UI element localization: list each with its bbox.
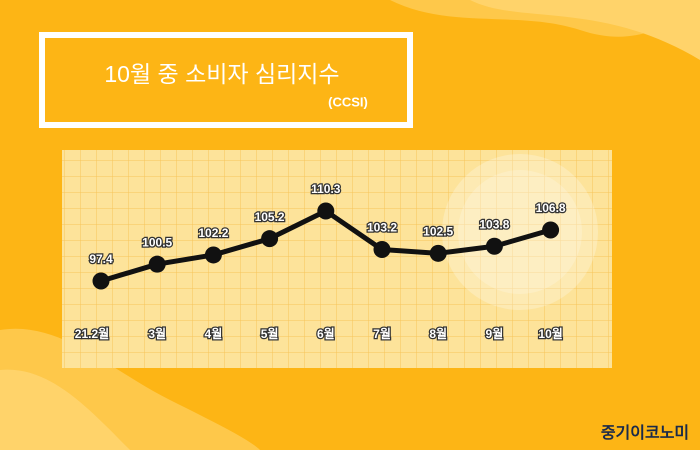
x-tick-label: 4월 <box>205 326 223 341</box>
data-label: 103.2 <box>367 221 397 235</box>
chart-title: 10월 중 소비자 심리지수 <box>104 61 339 87</box>
x-tick-label: 10월 <box>538 326 562 341</box>
x-tick-label: 21.2월 <box>75 326 109 341</box>
point <box>373 241 391 259</box>
point <box>317 202 335 220</box>
title-box <box>39 32 413 128</box>
chart-subtitle: (CCSI) <box>328 94 368 109</box>
wave <box>470 0 700 60</box>
point <box>92 272 110 290</box>
point <box>485 237 503 255</box>
highlight-circle <box>458 170 582 294</box>
x-tick-label: 3월 <box>148 326 166 341</box>
data-label: 103.8 <box>479 217 509 231</box>
x-tick-label: 6월 <box>317 326 335 341</box>
point <box>542 221 560 239</box>
x-tick-label: 8월 <box>429 326 447 341</box>
x-tick-label: 7월 <box>373 326 391 341</box>
data-label: 105.2 <box>255 210 285 224</box>
wave <box>0 369 130 450</box>
point <box>148 255 166 273</box>
point <box>261 230 279 248</box>
data-label: 110.3 <box>311 182 341 196</box>
x-tick-label: 5월 <box>261 326 279 341</box>
data-label: 106.8 <box>536 201 566 215</box>
x-tick-label: 9월 <box>486 326 504 341</box>
data-label: 102.2 <box>198 226 228 240</box>
point <box>429 244 447 262</box>
point <box>204 246 222 264</box>
source: 중기이코노미 <box>601 424 689 442</box>
highlight-circle <box>442 154 598 310</box>
data-label: 102.5 <box>423 224 453 238</box>
data-label: 97.4 <box>89 252 113 266</box>
data-label: 100.5 <box>142 235 172 249</box>
